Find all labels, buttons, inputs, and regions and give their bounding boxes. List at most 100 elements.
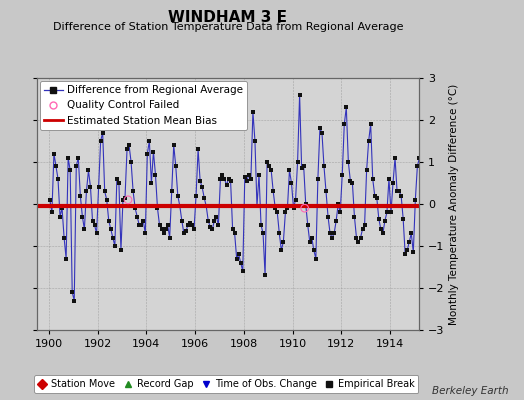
Point: [411, 197, 420, 203]
Point: [78, 214, 86, 220]
Point: [124, 197, 132, 203]
Point: [338, 171, 346, 178]
Point: [255, 171, 263, 178]
Text: Difference of Station Temperature Data from Regional Average: Difference of Station Temperature Data f…: [53, 22, 403, 32]
Point: [301, 201, 310, 207]
Point: [171, 163, 180, 170]
Point: [180, 230, 188, 237]
Point: [342, 104, 351, 110]
Point: [50, 150, 58, 157]
Point: [361, 222, 369, 228]
Point: [303, 222, 312, 228]
Point: [119, 197, 127, 203]
Point: [178, 218, 186, 224]
Point: [269, 188, 277, 195]
Point: [99, 130, 107, 136]
Point: [383, 209, 391, 216]
Point: [236, 260, 245, 266]
Point: [316, 125, 324, 132]
Point: [375, 216, 383, 222]
Point: [332, 218, 341, 224]
Point: [257, 222, 265, 228]
Point: [348, 180, 357, 186]
Point: [64, 154, 72, 161]
Point: [403, 247, 411, 254]
Point: [366, 121, 375, 127]
Point: [356, 234, 365, 241]
Point: [145, 138, 154, 144]
Point: [204, 218, 212, 224]
Point: [409, 249, 418, 256]
Point: [106, 226, 115, 232]
Point: [137, 222, 146, 228]
Point: [379, 230, 387, 237]
Point: [133, 214, 141, 220]
Point: [305, 238, 314, 245]
Point: [170, 142, 178, 148]
Point: [84, 167, 93, 174]
Point: [263, 159, 271, 165]
Point: [279, 238, 288, 245]
Point: [103, 197, 111, 203]
Point: [210, 218, 219, 224]
Point: [82, 188, 91, 195]
Point: [413, 163, 422, 170]
Point: [320, 163, 328, 170]
Point: [125, 142, 133, 148]
Point: [66, 167, 74, 174]
Point: [101, 188, 109, 195]
Point: [149, 148, 158, 155]
Point: [253, 203, 261, 209]
Point: [196, 178, 204, 184]
Point: [147, 180, 156, 186]
Point: [216, 176, 225, 182]
Point: [249, 108, 257, 115]
Point: [354, 238, 363, 245]
Point: [267, 167, 276, 174]
Point: [212, 214, 221, 220]
Point: [340, 121, 348, 127]
Point: [358, 226, 367, 232]
Point: [115, 180, 123, 186]
Point: [206, 224, 214, 230]
Point: [52, 163, 60, 170]
Point: [96, 138, 105, 144]
Point: [271, 205, 279, 211]
Point: [415, 154, 423, 161]
Point: [163, 222, 172, 228]
Point: [182, 228, 190, 234]
Point: [314, 176, 322, 182]
Point: [251, 138, 259, 144]
Point: [283, 205, 292, 211]
Point: [226, 178, 235, 184]
Point: [202, 203, 211, 209]
Point: [310, 247, 318, 254]
Point: [407, 230, 416, 237]
Point: [233, 255, 241, 262]
Point: [247, 176, 255, 182]
Point: [231, 230, 239, 237]
Point: [176, 203, 184, 209]
Point: [219, 171, 227, 178]
Point: [370, 192, 379, 199]
Point: [300, 205, 309, 211]
Point: [261, 272, 269, 278]
Point: [393, 188, 401, 195]
Point: [300, 163, 308, 170]
Point: [89, 218, 97, 224]
Point: [377, 226, 385, 232]
Point: [326, 230, 334, 237]
Point: [135, 222, 144, 228]
Point: [94, 184, 103, 190]
Point: [298, 165, 306, 172]
Point: [387, 209, 395, 216]
Point: [92, 230, 101, 237]
Point: [259, 230, 267, 237]
Point: [245, 171, 253, 178]
Point: [184, 222, 192, 228]
Point: [141, 230, 149, 237]
Point: [224, 176, 233, 182]
Point: [70, 298, 79, 304]
Point: [352, 234, 361, 241]
Point: [121, 194, 129, 201]
